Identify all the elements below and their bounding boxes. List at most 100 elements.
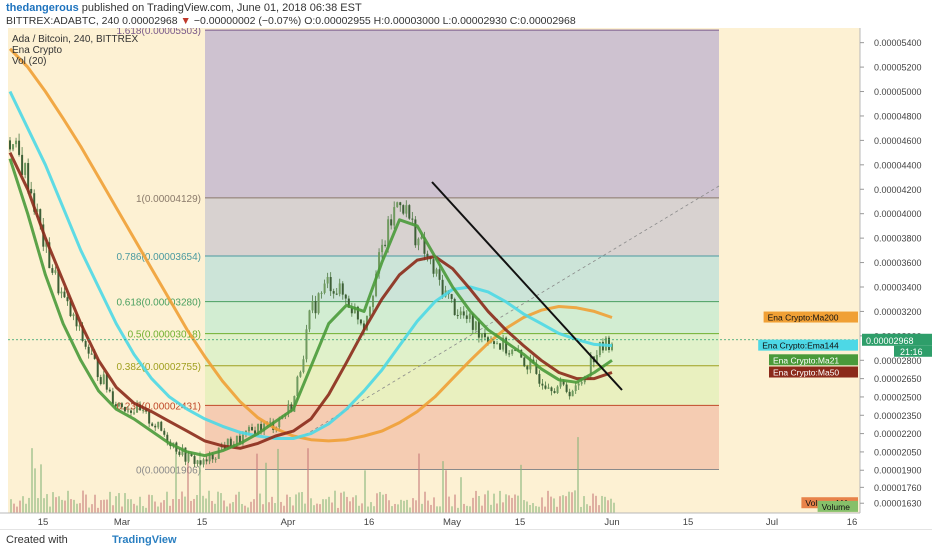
candle-body [308, 310, 311, 330]
volume-bar [538, 506, 540, 513]
candle-body [9, 140, 11, 150]
candle-body [12, 144, 15, 150]
candle-body [178, 451, 181, 455]
volume-bar [424, 491, 426, 513]
candle-body [477, 321, 480, 338]
volume-bar [298, 492, 300, 513]
y-tick-label: 0.00004000 [874, 209, 922, 219]
volume-bar [172, 499, 174, 513]
volume-bar [355, 495, 357, 513]
volume-bar [139, 496, 141, 513]
published-text: published on TradingView.com, June 01, 2… [81, 2, 362, 14]
x-tick-label: 15 [683, 517, 694, 528]
price-chart[interactable]: 1.618(0.00005503) 1(0.00004129) 0.786(0.00… [0, 28, 932, 529]
volume-bar [331, 502, 333, 513]
volume-bar [421, 503, 423, 513]
volume-bar [601, 495, 603, 513]
volume-bar [367, 506, 369, 513]
volume-bar [229, 503, 231, 513]
volume-bar [217, 491, 219, 513]
candle-body [69, 301, 72, 317]
y-tick-label: 0.00005400 [874, 38, 922, 48]
candle-body [63, 291, 66, 298]
volume-bar [400, 499, 402, 513]
fib-zone [205, 365, 719, 406]
candle-body [111, 391, 114, 405]
candle-body [450, 294, 453, 299]
volume-bar [106, 499, 108, 513]
candle-body [154, 425, 157, 428]
candle-body [93, 354, 96, 359]
volume-bar [70, 499, 72, 513]
volume-bar [442, 461, 444, 513]
volume-bar [364, 470, 366, 513]
candle-body [90, 353, 93, 355]
candle-body [568, 391, 571, 397]
volume-bar [427, 500, 429, 513]
x-tick-label: Apr [281, 517, 296, 528]
volume-bar [415, 500, 417, 513]
volume-bar [40, 464, 42, 513]
candle-body [33, 193, 36, 212]
publish-line: thedangerous published on TradingView.co… [6, 2, 362, 14]
candle-body [547, 387, 550, 389]
candle-body [87, 346, 90, 354]
tradingview-logo[interactable]: TradingView [112, 534, 177, 546]
volume-bar [253, 499, 255, 513]
volume-bar [484, 494, 486, 513]
candle-body [241, 434, 244, 444]
volume-bar [445, 470, 447, 513]
candle-body [311, 301, 314, 311]
candle-body [405, 205, 408, 214]
volume-bar [460, 477, 462, 513]
y-tick-label: 0.00004400 [874, 160, 922, 170]
volume-bar [166, 491, 168, 513]
volume-bar [457, 507, 459, 513]
x-tick-label: 15 [197, 517, 208, 528]
volume-bar [568, 491, 570, 513]
volume-bar [67, 490, 69, 513]
author-link[interactable]: thedangerous [6, 2, 79, 14]
volume-bar [412, 498, 414, 513]
indicator-tag-label: Ena Crypto:Ema144 [762, 341, 839, 351]
candle-body [571, 391, 574, 397]
candle-body [408, 205, 411, 219]
volume-bar [361, 503, 363, 513]
x-tick-label: Mar [114, 517, 130, 528]
volume-bar [610, 498, 612, 513]
candle-body [166, 434, 169, 442]
volume-bar [211, 500, 213, 513]
candle-body [54, 270, 57, 273]
candle-body [474, 321, 477, 330]
candle-body [505, 337, 508, 354]
volume-bar [529, 505, 531, 513]
candle-body [523, 357, 526, 367]
volume-bar [496, 503, 498, 513]
volume-bar [115, 496, 117, 513]
fib-label-0: 0(0.00001906) [136, 466, 201, 477]
volume-bar [544, 506, 546, 513]
y-tick-label: 0.00002500 [874, 392, 922, 402]
volume-bar [13, 503, 15, 513]
volume-bar [595, 495, 597, 513]
candle-body [320, 292, 323, 294]
candle-body [202, 459, 205, 465]
volume-bar [511, 497, 513, 513]
candle-body [426, 253, 429, 257]
candle-body [117, 403, 120, 407]
y-tick-label: 0.00002050 [874, 447, 922, 457]
candle-body [196, 460, 199, 464]
y-tick-label: 0.00001760 [874, 483, 922, 493]
candle-body [387, 219, 390, 246]
candle-body [72, 314, 75, 317]
volume-bar [454, 494, 456, 513]
candle-body [417, 238, 420, 246]
volume-bar [502, 502, 504, 513]
candle-body [96, 358, 99, 378]
volume-bar [193, 498, 195, 513]
candle-body [260, 423, 263, 432]
candle-body [381, 244, 384, 253]
volume-bar [475, 490, 477, 513]
y-tick-label: 0.00003200 [874, 307, 922, 317]
candle-body [598, 341, 601, 355]
